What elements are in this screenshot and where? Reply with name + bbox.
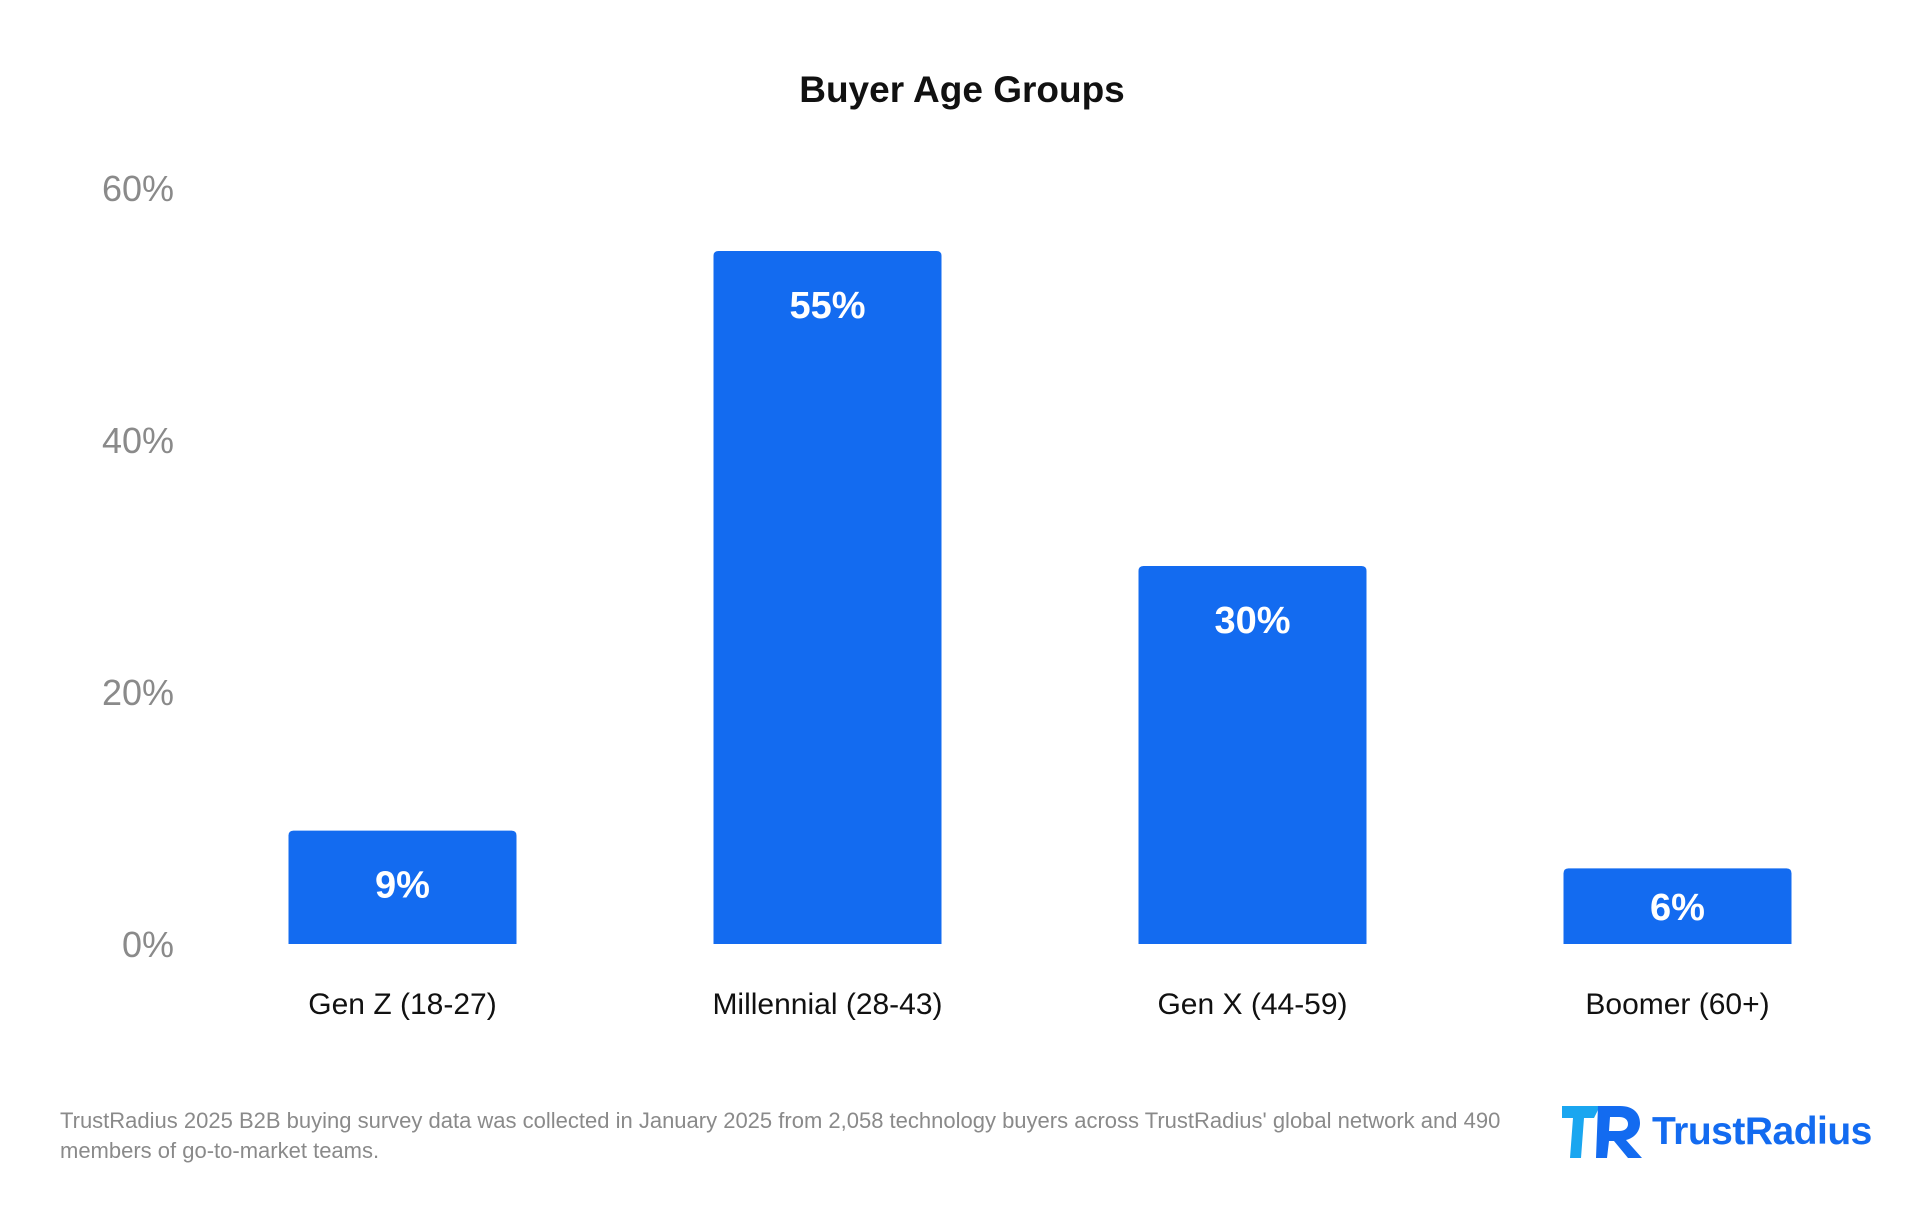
x-axis: Gen Z (18-27) Millennial (28-43) Gen X (44…	[308, 988, 1769, 1021]
x-tick-label: Gen X (44-59)	[1157, 988, 1347, 1021]
x-tick-label: Gen Z (18-27)	[308, 988, 496, 1021]
brand-logo: TrustRadius	[1560, 1102, 1872, 1162]
y-tick-label: 40%	[102, 420, 174, 461]
bar-value-label: 6%	[1650, 887, 1705, 929]
x-tick-label: Boomer (60+)	[1585, 988, 1769, 1021]
y-tick-label: 20%	[102, 672, 174, 713]
bar-value-label: 55%	[789, 285, 865, 327]
x-tick-label: Millennial (28-43)	[712, 988, 942, 1021]
bar-value-label: 30%	[1214, 600, 1290, 642]
bar	[1138, 566, 1367, 944]
bars: 9% 55% 30% 6%	[288, 251, 1792, 944]
bar	[1563, 868, 1792, 944]
bar	[288, 830, 517, 944]
y-tick-label: 0%	[122, 924, 174, 965]
chart-title: Buyer Age Groups	[799, 69, 1125, 110]
y-tick-label: 60%	[102, 168, 174, 209]
bar-value-label: 9%	[375, 865, 430, 907]
trustradius-logo-icon	[1562, 1106, 1642, 1158]
bar	[713, 251, 942, 944]
footnote: TrustRadius 2025 B2B buying survey data …	[60, 1108, 1501, 1163]
brand-name: TrustRadius	[1652, 1110, 1872, 1153]
y-axis: 0% 20% 40% 60%	[102, 168, 174, 965]
